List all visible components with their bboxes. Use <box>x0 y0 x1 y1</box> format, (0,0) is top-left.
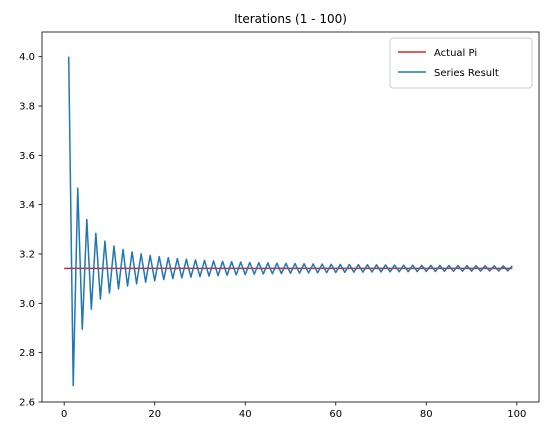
x-tick-label-1: 20 <box>148 409 161 420</box>
x-tick-label-4: 80 <box>420 409 433 420</box>
y-tick-label-1: 2.8 <box>19 348 35 359</box>
plot-frame <box>41 31 540 403</box>
x-tick-label-3: 60 <box>329 409 342 420</box>
chart-title: Iterations (1 - 100) <box>234 12 347 26</box>
series-layer <box>64 56 513 387</box>
x-tick-label-0: 0 <box>61 409 67 420</box>
legend-box <box>389 37 533 89</box>
legend: Actual Pi Series Result <box>389 37 533 89</box>
x-tick-label-2: 40 <box>239 409 252 420</box>
axes: 0 20 40 60 80 100 2.6 2.8 3.0 3.2 3.4 3.6 3.8 4.0 <box>19 31 540 420</box>
y-tick-label-7: 4.0 <box>19 52 35 63</box>
y-tick-label-0: 2.6 <box>19 398 35 409</box>
series-line-1 <box>67 56 513 387</box>
y-tick-label-6: 3.8 <box>19 102 35 113</box>
y-tick-label-3: 3.2 <box>19 250 35 261</box>
x-tick-label-5: 100 <box>507 409 526 420</box>
legend-label-0: Actual Pi <box>434 48 477 59</box>
y-tick-label-2: 3.0 <box>19 299 35 310</box>
y-tick-label-4: 3.4 <box>19 200 35 211</box>
y-tick-label-5: 3.6 <box>19 151 35 162</box>
legend-label-1: Series Result <box>434 68 499 79</box>
